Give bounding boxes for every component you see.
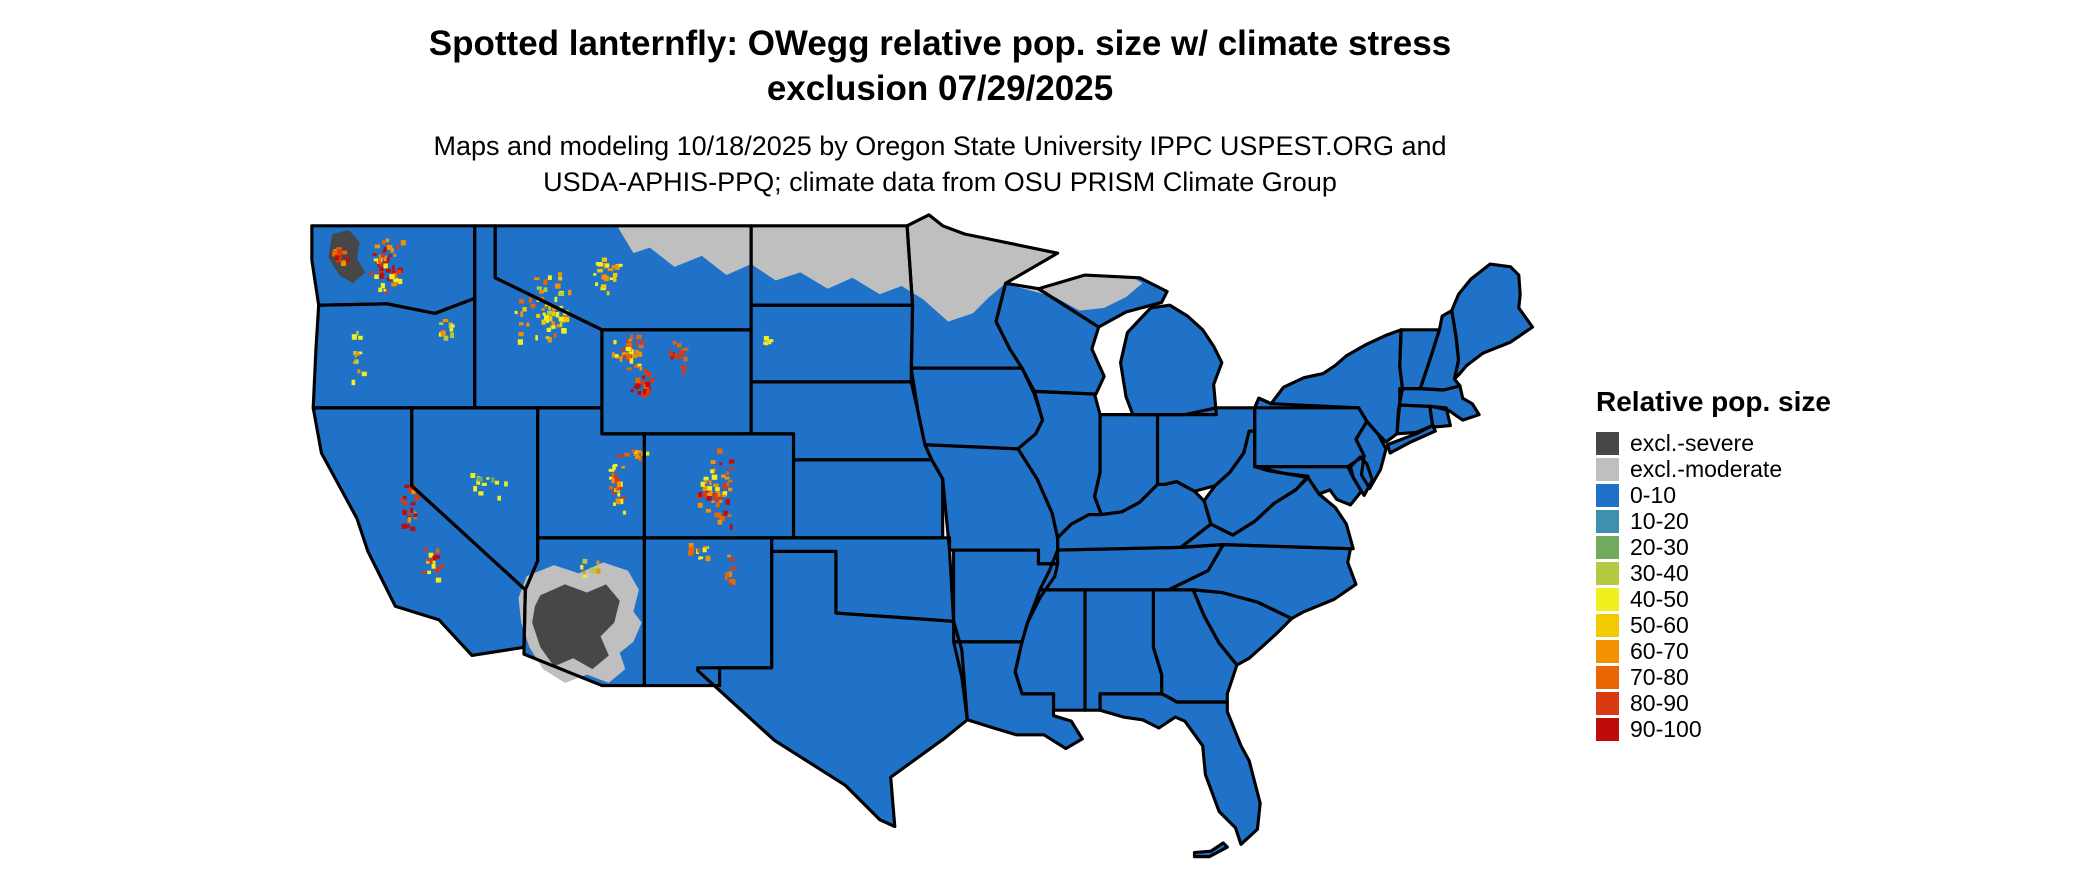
title-line-2: exclusion 07/29/2025 [766,68,1114,108]
state-michigan [1120,305,1222,415]
legend-swatch [1596,535,1619,559]
state-massachusetts [1399,385,1480,421]
state-kansas [793,459,943,538]
figure-titles: Spotted lanternfly: OWegg relative pop. … [160,22,1720,200]
legend-row: 90-100 [1596,716,1831,742]
legend-label: 90-100 [1630,715,1702,742]
legend-swatch [1596,561,1619,585]
legend-row: 80-90 [1596,690,1831,716]
subtitle-line-2: USDA-APHIS-PPQ; climate data from OSU PR… [543,167,1337,198]
state-north-carolina [1168,544,1356,619]
legend-swatch [1596,509,1619,533]
subtitle-line-1: Maps and modeling 10/18/2025 by Oregon S… [433,130,1447,161]
state-iowa [911,368,1043,449]
subtitle: Maps and modeling 10/18/2025 by Oregon S… [160,128,1720,201]
us-map [310,213,1535,859]
legend-rows: excl.-severe excl.-moderate 0-10 10-20 2… [1596,430,1831,742]
state-new-hampshire [1420,310,1460,390]
legend-swatch [1596,691,1619,715]
legend-label: 80-90 [1630,689,1689,716]
state-florida [1100,693,1261,845]
exclusion-severe-arizona-core [532,584,620,670]
legend: Relative pop. size excl.-severe excl.-mo… [1596,386,1831,742]
state-nevada [411,407,538,590]
legend-row: 60-70 [1596,638,1831,664]
state-south-carolina [1193,589,1292,666]
legend-row: excl.-severe [1596,430,1831,456]
state-new-york [1254,329,1403,442]
legend-row: 30-40 [1596,560,1831,586]
legend-swatch [1596,665,1619,689]
state-vermont [1399,329,1440,389]
legend-swatch [1596,431,1619,455]
state-oregon [313,298,475,408]
legend-label: 30-40 [1630,559,1689,586]
population-speckles [332,238,774,586]
state-new-mexico [644,537,772,686]
state-texas [697,551,968,827]
legend-swatch [1596,717,1619,741]
legend-row: 70-80 [1596,664,1831,690]
legend-label: 70-80 [1630,663,1689,690]
state-colorado [644,433,794,538]
state-rhode-island [1429,406,1451,427]
legend-row: 0-10 [1596,482,1831,508]
legend-row: 40-50 [1596,586,1831,612]
legend-label: 20-30 [1630,533,1689,560]
state-wisconsin [996,283,1105,395]
state-kentucky [1057,481,1211,551]
legend-label: 60-70 [1630,637,1689,664]
state-utah [537,407,645,538]
state-missouri [924,444,1058,564]
exclusion-moderate-northern-band [617,214,1058,322]
title-line-1: Spotted lanternfly: OWegg relative pop. … [428,24,1452,63]
legend-title: Relative pop. size [1596,386,1831,417]
state-tennessee [1039,544,1224,590]
legend-swatch [1596,457,1619,481]
long-island [1387,425,1436,453]
legend-label: excl.-severe [1630,429,1754,456]
legend-label: 40-50 [1630,585,1689,612]
state-connecticut [1397,405,1433,434]
legend-label: 10-20 [1630,507,1689,534]
state-mississippi [1015,589,1085,711]
legend-row: 50-60 [1596,612,1831,638]
legend-row: 20-30 [1596,534,1831,560]
map-canvas [305,212,1553,880]
state-west-virginia [1204,431,1309,536]
state-maine [1451,264,1533,380]
legend-swatch [1596,613,1619,637]
state-alabama [1085,589,1162,711]
state-oklahoma [771,537,954,622]
legend-row: excl.-moderate [1596,456,1831,482]
state-south-dakota [751,305,913,382]
state-louisiana [953,641,1083,749]
state-wyoming [601,329,752,434]
legend-row: 10-20 [1596,508,1831,534]
legend-swatch [1596,483,1619,507]
state-nebraska [751,381,932,460]
state-california [313,407,526,656]
legend-label: 0-10 [1630,481,1677,508]
exclusion-moderate-upper-peninsula [1013,275,1143,311]
state-indiana [1094,414,1158,515]
exclusion-severe-puget-sound [328,229,366,284]
legend-label: 50-60 [1630,611,1689,638]
legend-label: excl.-moderate [1630,455,1783,482]
legend-swatch [1596,587,1619,611]
legend-swatch [1596,639,1619,663]
state-georgia [1153,589,1237,702]
state-arkansas [953,550,1058,642]
state-pennsylvania [1254,398,1367,467]
